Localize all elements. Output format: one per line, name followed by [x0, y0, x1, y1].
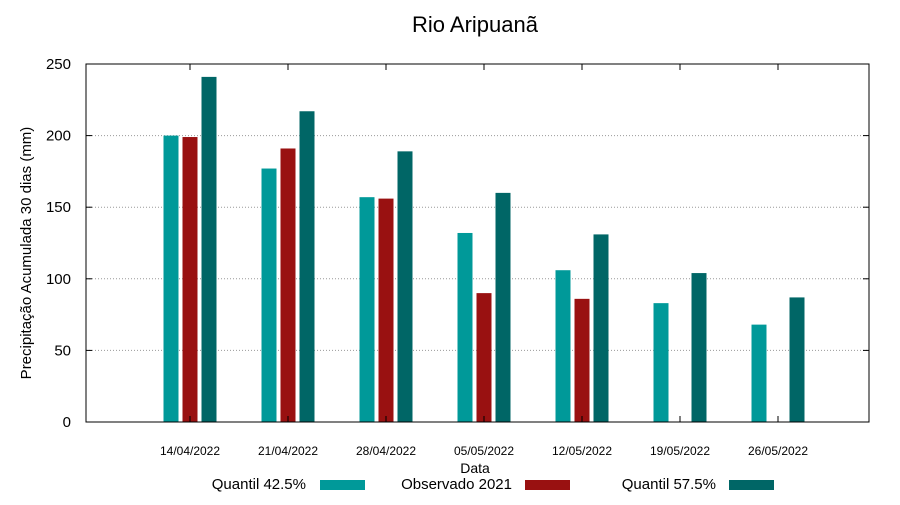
x-tick-label: 28/04/2022 — [356, 444, 416, 458]
y-axis-ticks: 0 50 100 150 200 250 — [46, 56, 869, 431]
y-tick-label: 200 — [46, 128, 71, 145]
y-tick-label: 100 — [46, 271, 71, 288]
bar — [495, 192, 511, 422]
bar — [555, 270, 571, 422]
legend-label: Quantil 57.5% — [622, 476, 716, 493]
y-tick-label: 50 — [54, 342, 71, 359]
plot-frame — [85, 63, 870, 423]
y-tick-label: 250 — [46, 56, 71, 73]
x-tick-label: 19/05/2022 — [650, 444, 710, 458]
bar — [476, 293, 492, 422]
bar — [201, 76, 217, 422]
y-tick-label: 0 — [63, 414, 71, 431]
x-tick-label: 26/05/2022 — [748, 444, 808, 458]
bar — [280, 148, 296, 422]
bar — [378, 198, 394, 422]
legend-swatch — [525, 480, 570, 490]
x-tick-label: 12/05/2022 — [552, 444, 612, 458]
bar — [789, 297, 805, 422]
bar — [163, 135, 179, 422]
y-tick-label: 150 — [46, 199, 71, 216]
bar — [574, 298, 590, 422]
bar — [691, 273, 707, 422]
bar — [593, 234, 609, 422]
bar — [182, 137, 198, 423]
x-tick-label: 14/04/2022 — [160, 444, 220, 458]
x-tick-label: 05/05/2022 — [454, 444, 514, 458]
x-axis-label: Data — [460, 460, 490, 476]
legend-label: Observado 2021 — [401, 476, 512, 493]
legend: Quantil 42.5% Observado 2021 Quantil 57.5% — [212, 476, 774, 493]
legend-swatch — [320, 480, 365, 490]
bar — [457, 232, 473, 422]
bar — [261, 168, 277, 422]
legend-swatch — [729, 480, 774, 490]
bar — [299, 111, 315, 423]
bar — [397, 151, 413, 423]
y-axis-label: Precipitação Acumulada 30 dias (mm) — [18, 127, 35, 380]
x-axis-ticks: 14/04/2022 21/04/2022 28/04/2022 05/05/2022… — [160, 64, 808, 458]
bar — [653, 303, 669, 422]
bar — [751, 324, 767, 422]
bar — [359, 197, 375, 422]
legend-label: Quantil 42.5% — [212, 476, 306, 493]
chart-title: Rio Aripuanã — [412, 12, 539, 37]
bars — [163, 76, 805, 423]
x-tick-label: 21/04/2022 — [258, 444, 318, 458]
